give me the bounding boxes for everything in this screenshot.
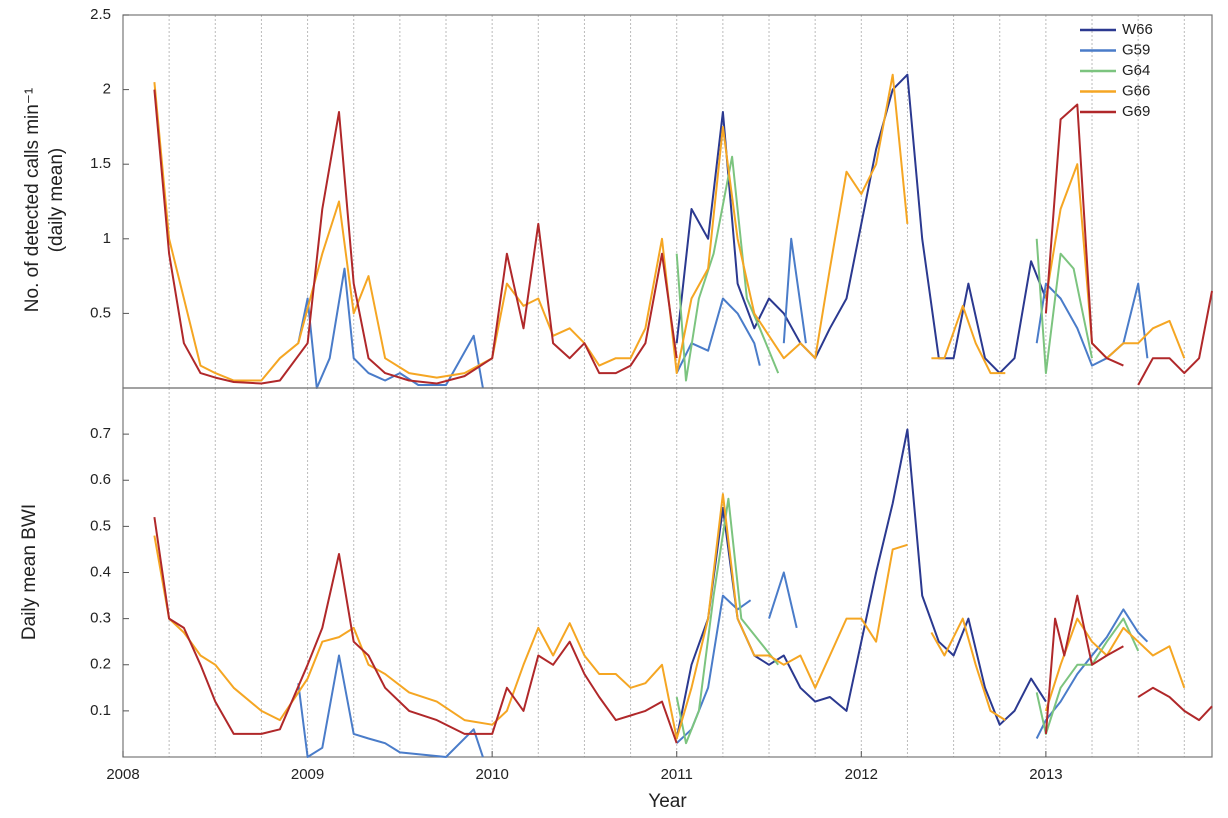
- y-tick-label: 2: [103, 81, 111, 98]
- y-tick-label: 0.4: [90, 563, 111, 580]
- y-tick-label: 1.5: [90, 155, 111, 172]
- series-line: [153, 493, 1186, 740]
- series-line: [675, 73, 1047, 375]
- y-tick-label: 0.7: [90, 425, 111, 442]
- y-axis-label: No. of detected calls min⁻¹: [22, 88, 43, 312]
- x-tick-label: 2009: [291, 766, 324, 783]
- y-axis-label: (daily mean): [46, 148, 67, 253]
- series-line: [153, 516, 1213, 744]
- x-tick-label: 2011: [661, 766, 693, 783]
- legend-label: W66: [1122, 21, 1153, 38]
- legend-label: G69: [1122, 103, 1150, 120]
- legend-label: G59: [1122, 41, 1150, 58]
- series-line: [153, 73, 1186, 382]
- y-tick-label: 0.6: [90, 471, 111, 488]
- series-line: [297, 237, 1149, 389]
- y-tick-label: 0.2: [90, 656, 111, 673]
- x-tick-label: 2013: [1029, 766, 1062, 783]
- y-tick-label: 1: [103, 230, 111, 247]
- series-line: [675, 497, 1140, 745]
- y-tick-label: 0.3: [90, 610, 111, 627]
- y-tick-label: 0.5: [90, 304, 111, 321]
- series-line: [675, 155, 1093, 382]
- x-tick-label: 2010: [475, 766, 508, 783]
- panel-frame: [122, 14, 1213, 389]
- y-tick-label: 0.5: [90, 517, 111, 534]
- legend-label: G66: [1122, 82, 1150, 99]
- x-axis-label: Year: [648, 791, 687, 812]
- y-axis-label: Daily mean BWI: [19, 504, 40, 640]
- x-tick-label: 2012: [845, 766, 878, 783]
- y-tick-label: 2.5: [90, 6, 111, 23]
- y-tick-label: 0.1: [90, 702, 111, 719]
- series-line: [153, 89, 1213, 386]
- x-tick-label: 2008: [106, 766, 139, 783]
- series-line: [297, 571, 1149, 758]
- legend-label: G64: [1122, 62, 1150, 79]
